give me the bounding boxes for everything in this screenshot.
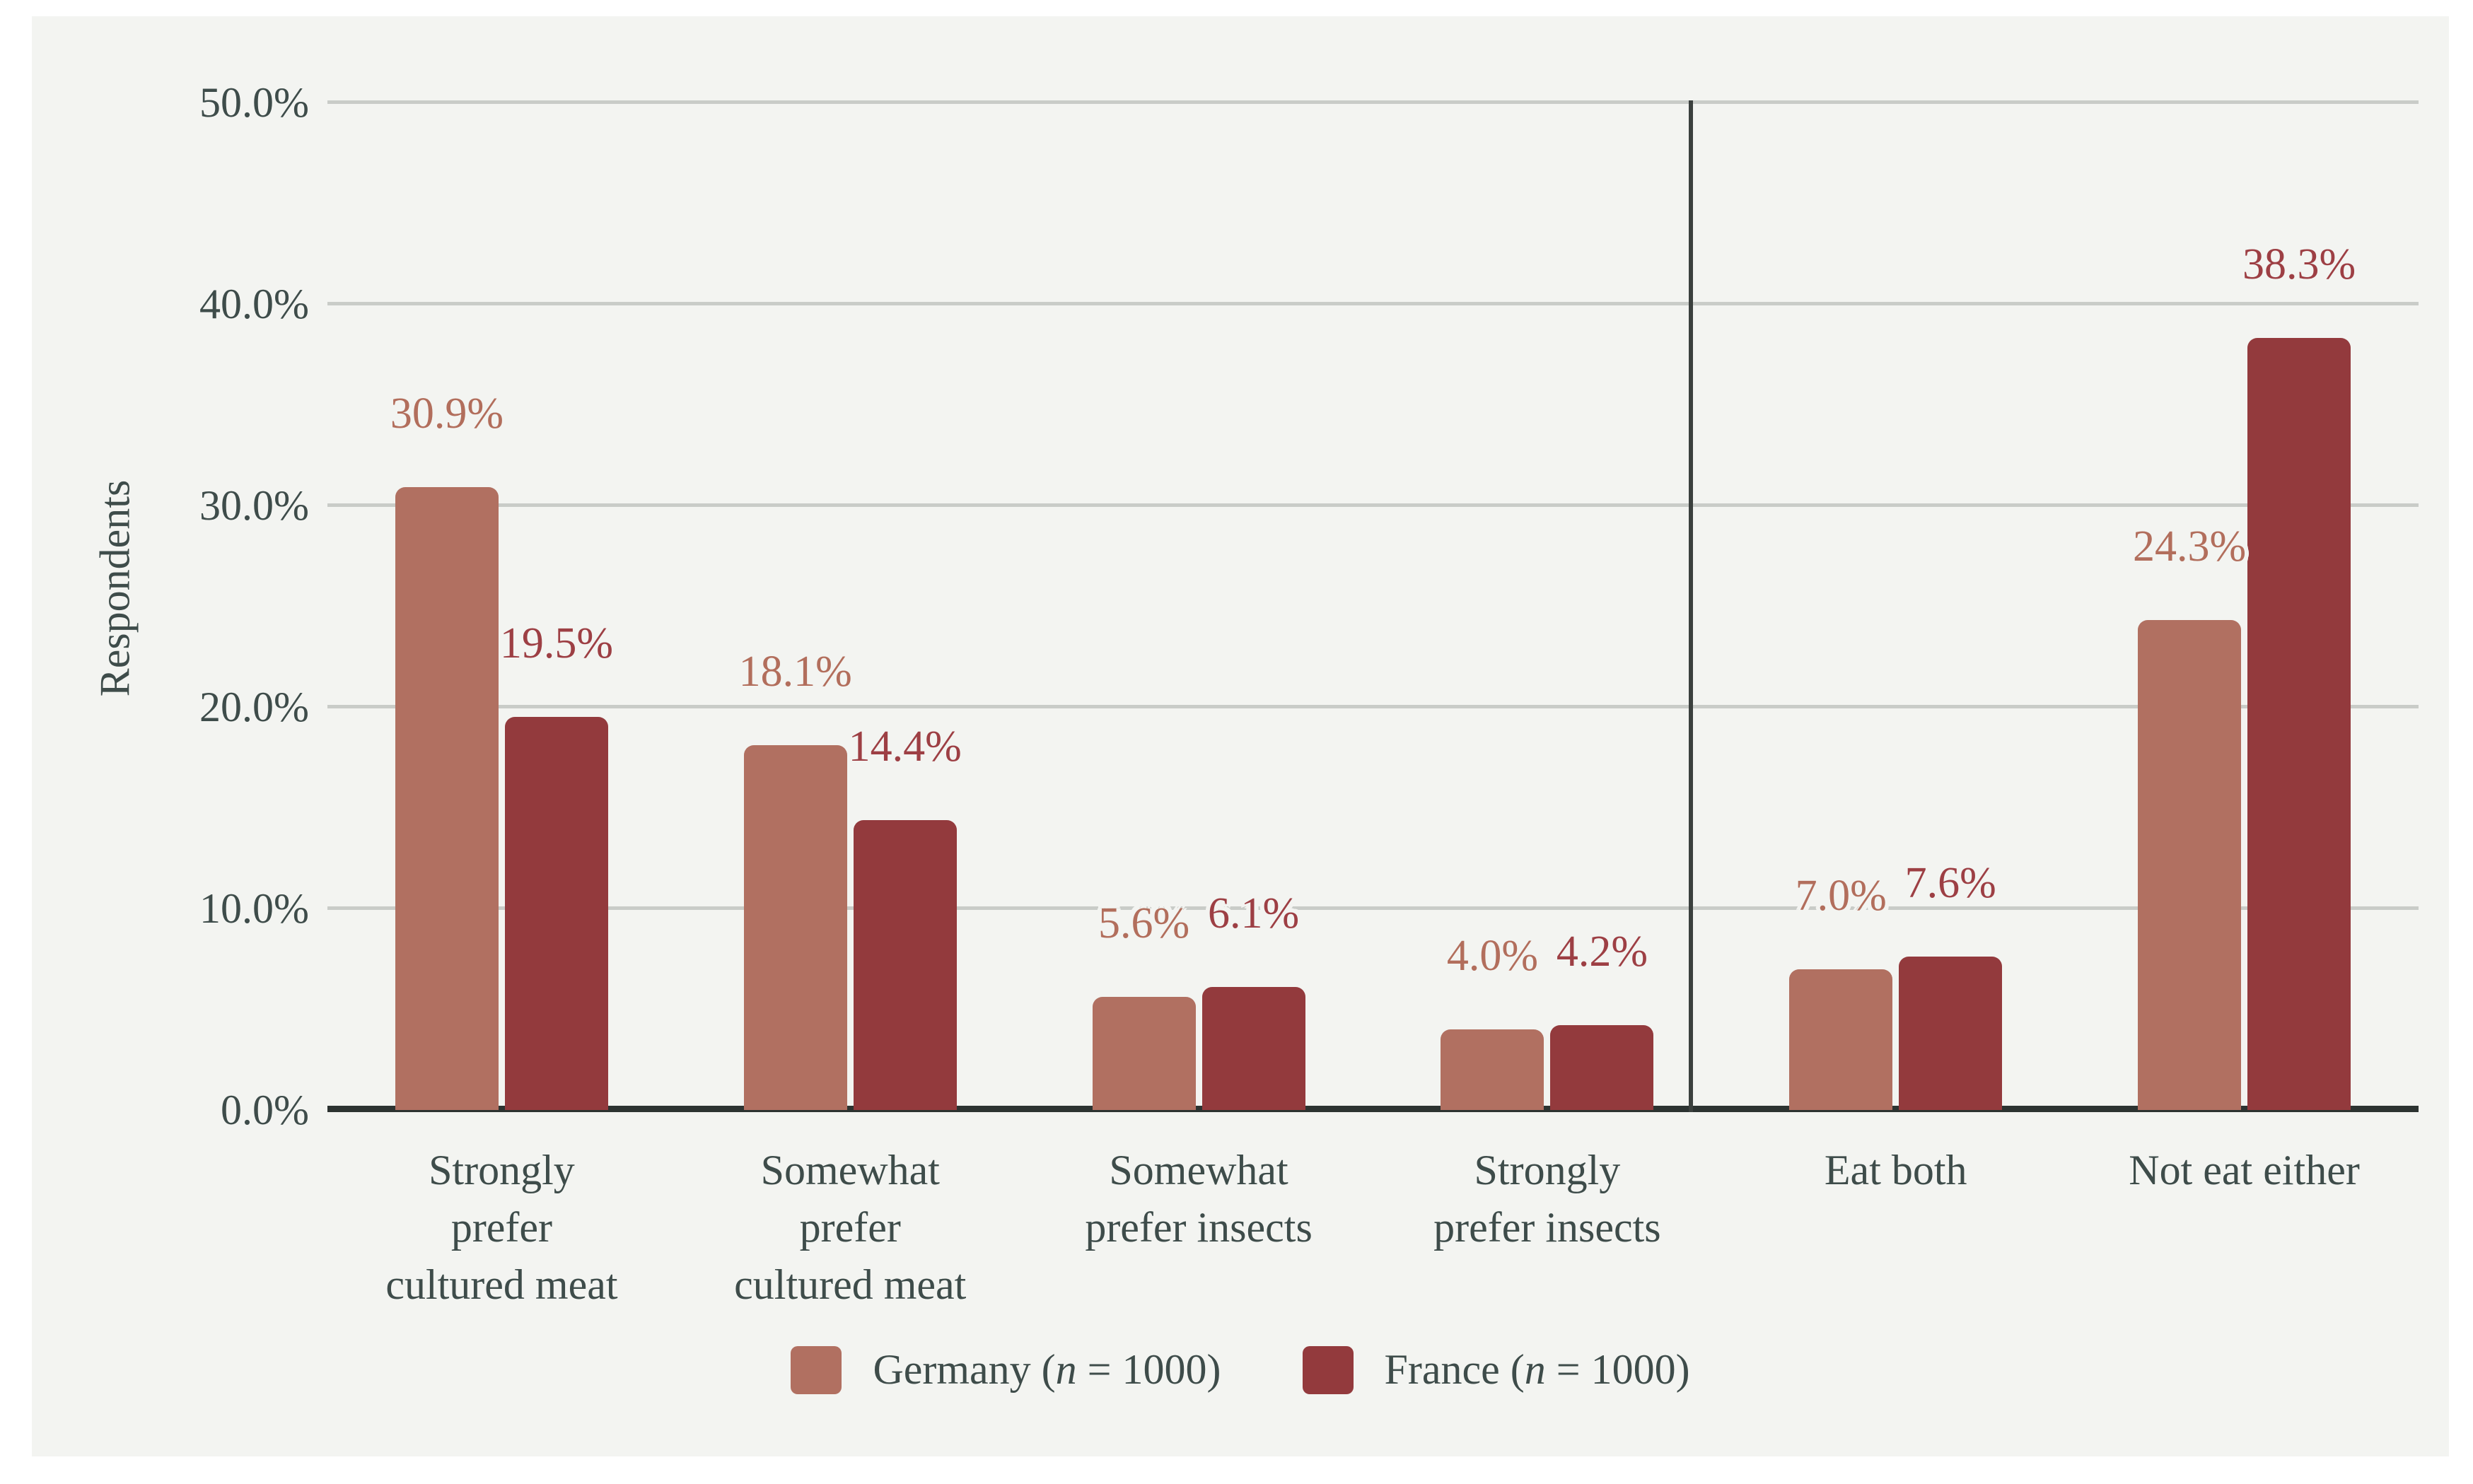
legend-item-france: France (n = 1000) [1302,1345,1690,1394]
value-label-germany-6: 24.3% [2132,522,2247,571]
gridline-40 [327,302,2419,305]
category-label-line: prefer insects [1085,1204,1313,1251]
value-label-germany-4: 4.0% [1446,932,1538,980]
category-label-line: cultured meat [385,1261,618,1308]
value-label-germany-2: 18.1% [738,648,852,696]
y-tick-label-30: 30.0% [199,482,309,529]
legend-swatch-france [1302,1345,1354,1394]
section-divider-line [1688,100,1693,1112]
y-tick-label-50: 50.0% [199,79,309,126]
legend-label-part: Germany ( [873,1346,1056,1393]
bar-group-2: 18.1% 14.4% [676,103,1025,1110]
bar-slot-france-6: 38.3% [2242,103,2356,1110]
bar-slot-germany-3: 5.6% [1092,103,1196,1110]
bar-groups: 30.9% 19.5% 18.1% 14.4% 5.6% 6.1% 4.0% 4.2% 7.0%… [327,103,2419,1110]
value-label-france-5: 7.6% [1904,859,1996,908]
bar-germany-1 [395,487,499,1110]
category-label-2: Somewhat prefer cultured meat [676,1142,1025,1314]
gridline-30 [327,503,2419,507]
gridline-10 [327,906,2419,910]
bar-slot-germany-6: 24.3% [2133,103,2246,1110]
category-label-line: Eat both [1824,1147,1967,1193]
category-label-line: cultured meat [734,1261,967,1308]
category-label-line: Somewhat [1109,1147,1288,1193]
category-label-1: Strongly prefer cultured meat [327,1142,676,1314]
bar-group-6: 24.3% 38.3% [2070,103,2419,1110]
value-label-france-1: 19.5% [499,619,613,668]
y-axis-tick-labels: 0.0% 10.0% 20.0% 30.0% 40.0% 50.0% [32,79,309,1133]
bar-france-1 [504,717,608,1110]
bar-group-5: 7.0% 7.6% [1721,103,2070,1110]
legend-label-part: n [1524,1346,1546,1393]
bar-group-3: 5.6% 6.1% [1025,103,1373,1110]
y-tick-label-0: 0.0% [221,1087,309,1133]
x-axis-category-labels: Strongly prefer cultured meat Somewhat prefe… [327,1142,2419,1314]
bar-germany-2 [743,745,847,1110]
bar-slot-germany-1: 30.9% [390,103,504,1110]
y-tick-label-40: 40.0% [199,281,309,327]
y-tick-label-10: 10.0% [199,885,309,932]
category-label-5: Eat both [1721,1142,2070,1314]
value-label-germany-1: 30.9% [390,390,504,438]
category-label-line: prefer [450,1204,553,1251]
bar-slot-germany-5: 7.0% [1789,103,1893,1110]
legend-label-germany: Germany (n = 1000) [873,1345,1221,1394]
category-label-line: prefer [799,1204,901,1251]
value-label-france-6: 38.3% [2242,240,2356,289]
gridline-20 [327,705,2419,708]
category-label-4: Strongly prefer insects [1373,1142,1721,1314]
bar-france-5 [1899,957,2003,1110]
category-label-line: prefer insects [1433,1204,1661,1251]
bar-slot-germany-2: 18.1% [739,103,852,1110]
legend-swatch-germany [791,1345,842,1394]
gridline-50 [327,100,2419,104]
bar-slot-france-4: 4.2% [1550,103,1654,1110]
value-label-france-4: 4.2% [1556,928,1648,976]
plot-area: 30.9% 19.5% 18.1% 14.4% 5.6% 6.1% 4.0% 4.2% 7.0%… [327,100,2419,1112]
bar-slot-france-3: 6.1% [1201,103,1305,1110]
bar-france-3 [1201,987,1305,1110]
bar-germany-5 [1789,969,1893,1110]
legend-label-part: n [1055,1346,1077,1393]
bar-germany-4 [1441,1029,1544,1110]
legend-label-france: France (n = 1000) [1385,1345,1690,1394]
value-label-france-2: 14.4% [848,722,962,771]
bar-france-4 [1550,1025,1654,1110]
bar-slot-germany-4: 4.0% [1441,103,1544,1110]
bar-france-2 [853,819,957,1110]
bar-germany-3 [1092,997,1196,1110]
bar-germany-6 [2138,620,2242,1110]
category-label-line: Strongly [1474,1147,1621,1193]
bar-slot-france-5: 7.6% [1899,103,2003,1110]
category-label-3: Somewhat prefer insects [1025,1142,1373,1314]
category-label-6: Not eat either [2070,1142,2419,1314]
bar-slot-france-2: 14.4% [849,103,962,1110]
bar-slot-france-1: 19.5% [500,103,613,1110]
legend-label-part: France ( [1384,1346,1525,1393]
x-axis-line [327,1106,2419,1112]
bar-france-6 [2247,338,2351,1110]
value-label-germany-5: 7.0% [1795,871,1887,920]
chart-panel: Respondents 0.0% 10.0% 20.0% 30.0% 40.0% 50.0… [32,16,2449,1456]
bar-group-4: 4.0% 4.2% [1373,103,1721,1110]
value-label-france-3: 6.1% [1207,889,1300,938]
y-tick-label-20: 20.0% [199,684,309,730]
legend-label-part: = 1000) [1545,1346,1690,1393]
category-label-line: Not eat either [2129,1147,2360,1193]
legend-item-germany: Germany (n = 1000) [791,1345,1221,1394]
category-label-line: Strongly [429,1147,575,1193]
bar-group-1: 30.9% 19.5% [327,103,676,1110]
legend-label-part: = 1000) [1076,1346,1221,1393]
legend: Germany (n = 1000) France (n = 1000) [32,1345,2449,1394]
category-label-line: Somewhat [760,1147,940,1193]
value-label-germany-3: 5.6% [1098,899,1190,948]
